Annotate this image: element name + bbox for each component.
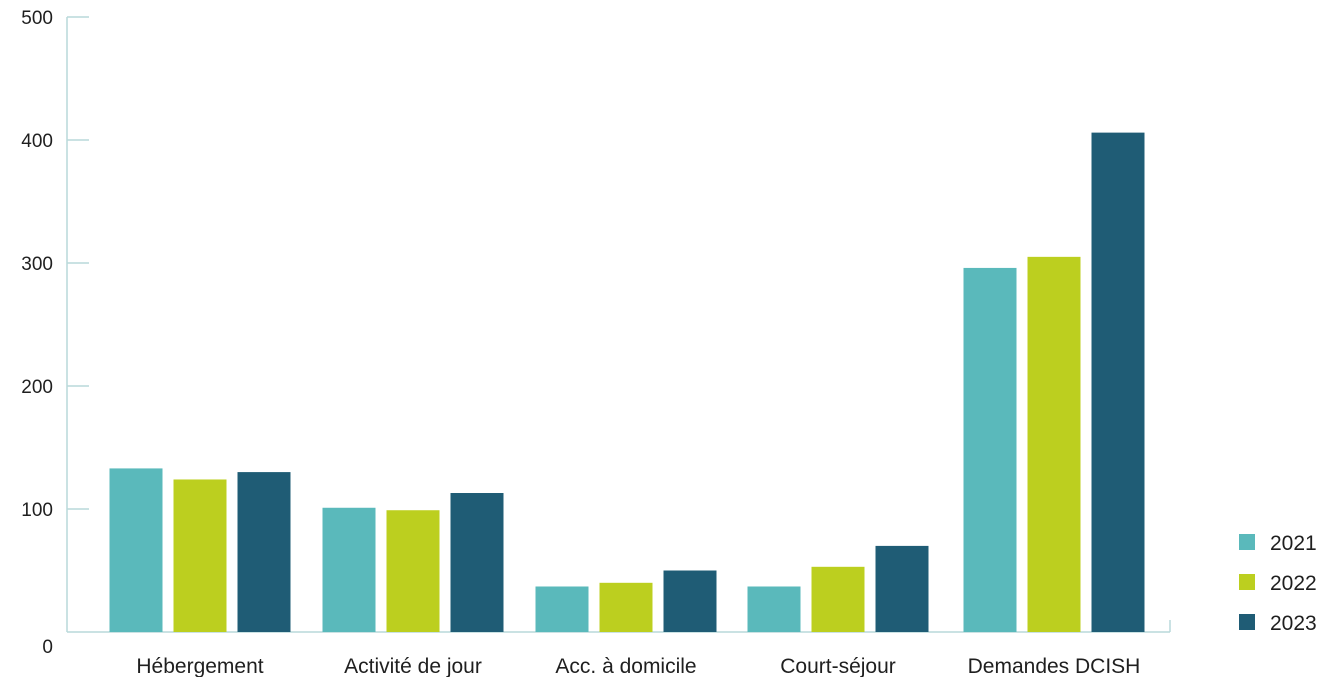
legend-swatch-2023 xyxy=(1239,614,1255,630)
y-tick-label: 400 xyxy=(21,131,53,152)
bar-2023-0 xyxy=(237,472,291,632)
bar-2022-0 xyxy=(173,479,227,632)
bar-2021-0 xyxy=(109,468,163,632)
y-tick-label: 200 xyxy=(21,377,53,398)
bars xyxy=(109,132,1145,632)
legend-label: 2022 xyxy=(1270,572,1317,595)
bar-2021-2 xyxy=(535,586,589,632)
y-tick-label: 500 xyxy=(21,8,53,29)
y-tick-label: 0 xyxy=(42,637,53,658)
x-tick-label: Demandes DCISH xyxy=(968,655,1141,677)
bar-2022-2 xyxy=(599,582,653,632)
legend-label: 2021 xyxy=(1270,532,1317,555)
legend-swatch-2021 xyxy=(1239,534,1255,550)
legend-swatch-2022 xyxy=(1239,574,1255,590)
x-tick-label: Court-séjour xyxy=(780,655,896,677)
bar-2022-3 xyxy=(811,566,865,632)
x-tick-label: Hébergement xyxy=(136,655,263,677)
legend-label: 2023 xyxy=(1270,612,1317,635)
bar-2021-3 xyxy=(747,586,801,632)
x-tick-label: Acc. à domicile xyxy=(555,655,696,677)
bar-2021-1 xyxy=(322,507,376,632)
x-tick-label: Activité de jour xyxy=(344,655,482,677)
bar-2023-4 xyxy=(1091,132,1145,632)
axis-labels: 0 100 200 300 400 500 Hébergement Activité de j… xyxy=(21,8,1141,678)
bar-2021-4 xyxy=(963,267,1017,632)
legend: 2021 2022 2023 xyxy=(1239,532,1317,635)
bar-2023-1 xyxy=(450,493,504,632)
bar-2022-1 xyxy=(386,510,440,632)
bar-2022-4 xyxy=(1027,256,1081,632)
y-tick-label: 100 xyxy=(21,500,53,521)
y-tick-label: 300 xyxy=(21,254,53,275)
bar-2023-3 xyxy=(875,545,929,632)
bar-2023-2 xyxy=(663,570,717,632)
